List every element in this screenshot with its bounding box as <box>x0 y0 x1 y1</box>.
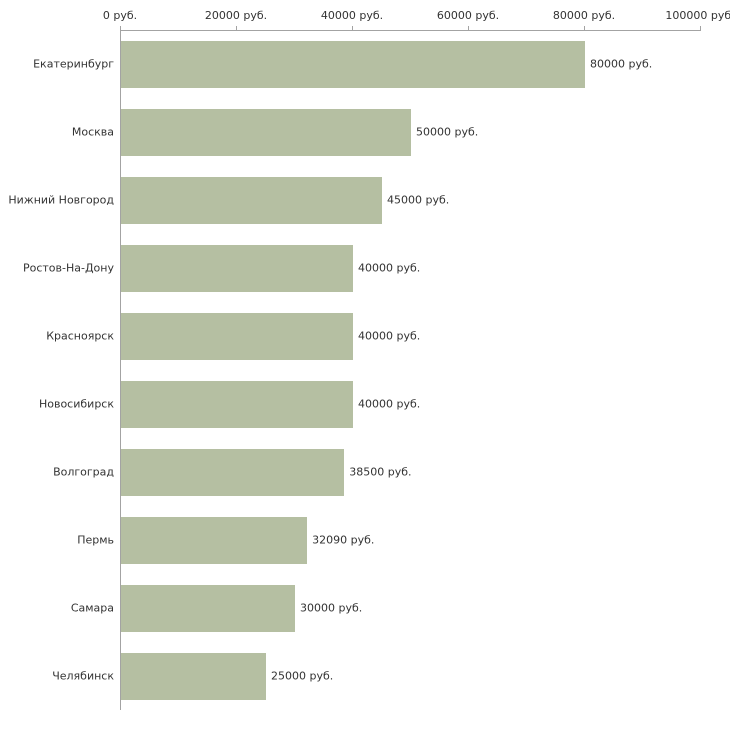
bar <box>121 584 295 632</box>
category-label: Нижний Новгород <box>8 193 114 207</box>
x-axis-tick-label: 40000 руб. <box>320 9 384 22</box>
x-axis-tick-label: 60000 руб. <box>436 9 500 22</box>
bar <box>121 176 382 224</box>
value-label: 50000 руб. <box>416 125 479 139</box>
value-label: 40000 руб. <box>358 397 421 411</box>
x-axis-tick-label: 100000 руб. <box>665 9 730 22</box>
value-label: 25000 руб. <box>271 669 334 683</box>
x-axis-tick <box>700 26 701 30</box>
category-label: Пермь <box>77 533 114 547</box>
value-label: 40000 руб. <box>358 329 421 343</box>
category-label: Ростов-На-Дону <box>22 261 114 275</box>
bar <box>121 516 308 564</box>
value-label: 80000 руб. <box>590 57 653 71</box>
category-label: Красноярск <box>46 329 114 343</box>
x-axis-tick <box>120 26 121 30</box>
x-axis-tick-label: 20000 руб. <box>204 9 268 22</box>
category-label: Волгоград <box>53 465 114 479</box>
x-axis-line <box>120 30 701 31</box>
bar <box>121 380 353 428</box>
x-axis-tick <box>468 26 469 30</box>
bar <box>121 312 353 360</box>
y-axis-line <box>120 30 121 710</box>
value-label: 38500 руб. <box>349 465 412 479</box>
bar <box>121 40 585 88</box>
category-label: Екатеринбург <box>33 57 114 71</box>
x-axis-tick-label: 0 руб. <box>102 9 138 22</box>
value-label: 45000 руб. <box>387 193 450 207</box>
value-label: 40000 руб. <box>358 261 421 275</box>
category-label: Челябинск <box>52 669 114 683</box>
category-label: Самара <box>70 601 114 615</box>
x-axis-tick <box>352 26 353 30</box>
value-label: 30000 руб. <box>300 601 363 615</box>
value-label: 32090 руб. <box>312 533 375 547</box>
category-label: Новосибирск <box>38 397 114 411</box>
x-axis-tick <box>584 26 585 30</box>
bar <box>121 448 345 496</box>
bar <box>121 244 353 292</box>
bar <box>121 108 411 156</box>
x-axis-tick <box>236 26 237 30</box>
category-label: Москва <box>71 125 114 139</box>
bar <box>121 652 266 700</box>
x-axis-tick-label: 80000 руб. <box>552 9 616 22</box>
